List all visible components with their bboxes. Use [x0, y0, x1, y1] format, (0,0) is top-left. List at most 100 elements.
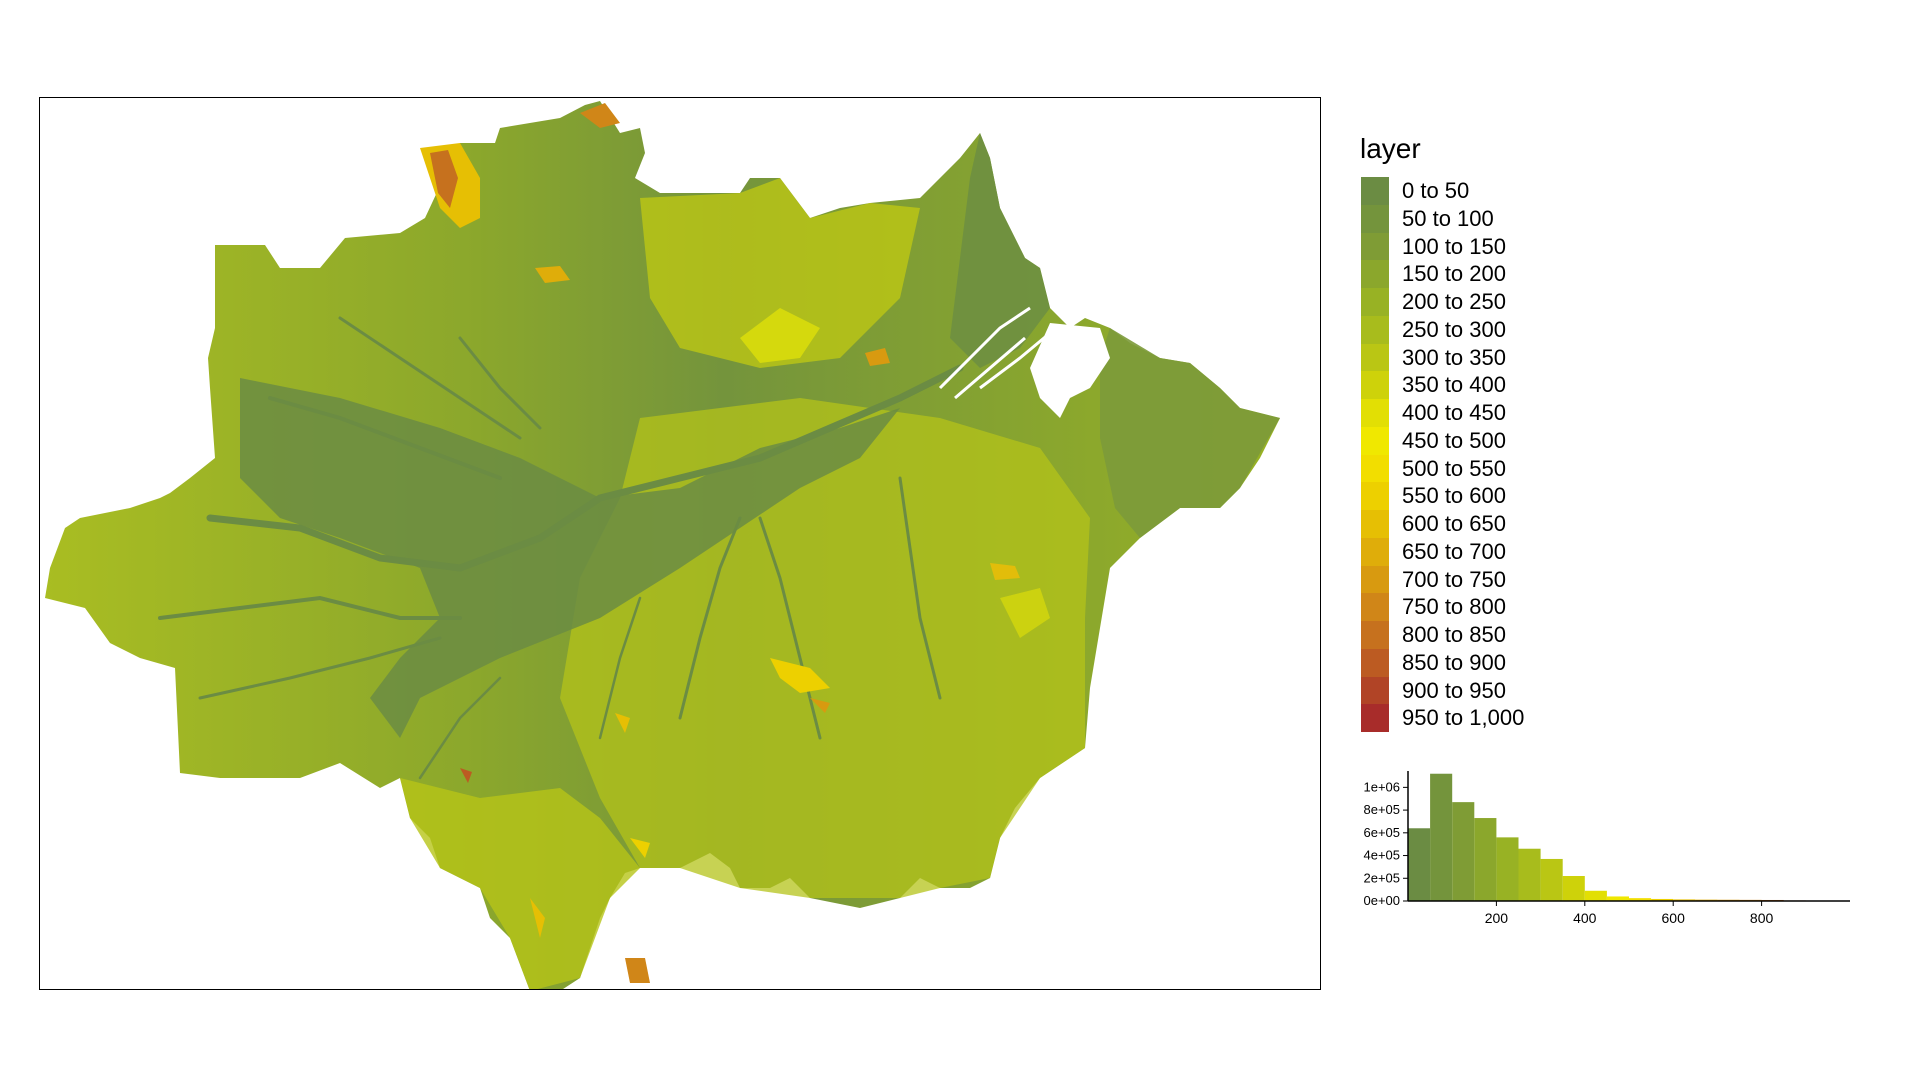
map-legend: layer 0 to 50 50 to 100 100 to 150 150 t… [1358, 133, 1898, 732]
legend-entry: 300 to 350 [1358, 343, 1898, 372]
histogram-bar [1651, 898, 1674, 901]
histogram-x-tick-label: 600 [1662, 910, 1686, 926]
histogram-x-tick-label: 200 [1485, 910, 1509, 926]
legend-entry: 450 to 500 [1358, 426, 1898, 455]
legend-entry: 600 to 650 [1358, 510, 1898, 538]
legend-label: 150 to 200 [1402, 261, 1506, 287]
legend-label: 550 to 600 [1402, 483, 1506, 509]
histogram-y-tick-label: 8e+05 [1363, 802, 1400, 817]
histogram-bar [1673, 899, 1696, 901]
histogram-bar [1518, 848, 1541, 901]
legend-swatch [1361, 510, 1389, 538]
histogram-y-tick-label: 0e+00 [1363, 893, 1400, 908]
map-panel [39, 97, 1321, 990]
east-lowland [1100, 328, 1280, 538]
histogram-bar [1408, 828, 1431, 901]
legend-entry: 400 to 450 [1358, 399, 1898, 427]
legend-swatch [1361, 426, 1389, 455]
legend-entry: 100 to 150 [1358, 232, 1898, 261]
legend-label: 250 to 300 [1402, 316, 1506, 342]
histogram-bar [1606, 896, 1629, 901]
legend-label: 50 to 100 [1402, 205, 1494, 231]
legend-swatch [1361, 343, 1389, 372]
legend-entry: 650 to 700 [1358, 537, 1898, 566]
north-east-lowland [950, 133, 1050, 368]
legend-entry: 200 to 250 [1358, 288, 1898, 316]
legend-swatch [1361, 704, 1389, 732]
histogram-axes: 0e+00 2e+05 4e+05 6e+05 8e+05 1e+06 200 400 600 8… [1363, 771, 1850, 926]
legend-swatch [1361, 399, 1389, 427]
histogram-y-tick-label: 4e+05 [1363, 848, 1400, 863]
legend-label: 100 to 150 [1402, 233, 1506, 259]
histogram-bar [1562, 876, 1585, 901]
legend-swatch [1361, 621, 1389, 649]
histogram-y-tick-label: 2e+05 [1363, 870, 1400, 885]
central-lowland [240, 378, 900, 738]
legend-label: 750 to 800 [1402, 594, 1506, 620]
legend-label: 300 to 350 [1402, 344, 1506, 370]
legend-entry: 900 to 950 [1358, 676, 1898, 705]
legend-label: 900 to 950 [1402, 677, 1506, 703]
legend-swatch [1361, 537, 1389, 566]
legend-label: 650 to 700 [1402, 538, 1506, 564]
histogram-bar [1430, 773, 1453, 901]
legend-label: 400 to 450 [1402, 400, 1506, 425]
legend-label: 800 to 850 [1402, 622, 1506, 647]
histogram-y-tick-label: 6e+05 [1363, 825, 1400, 840]
legend-swatch [1361, 315, 1389, 344]
legend-entry: 150 to 200 [1358, 260, 1898, 288]
legend-label: 950 to 1,000 [1402, 705, 1525, 731]
legend-entry: 800 to 850 [1358, 621, 1898, 649]
legend-swatch [1361, 371, 1389, 399]
legend-label: 600 to 650 [1402, 511, 1506, 536]
legend-label: 450 to 500 [1402, 427, 1506, 453]
legend-entry: 500 to 550 [1358, 454, 1898, 483]
legend-entry: 850 to 900 [1358, 648, 1898, 677]
legend-title: layer [1360, 133, 1421, 164]
delta-gap [1030, 323, 1110, 418]
legend-entries: 0 to 50 50 to 100 100 to 150 150 to 200 … [1358, 177, 1898, 732]
legend-label: 350 to 400 [1402, 372, 1506, 398]
legend-swatch [1361, 288, 1389, 316]
legend-swatch [1361, 454, 1389, 483]
legend-entry: 950 to 1,000 [1358, 704, 1898, 732]
histogram-x-tick-label: 800 [1750, 910, 1774, 926]
highland-south [400, 778, 640, 989]
legend-entry: 550 to 600 [1358, 482, 1898, 510]
river-network [158, 316, 964, 780]
legend-entry: 250 to 300 [1358, 315, 1898, 344]
legend-label: 200 to 250 [1402, 289, 1506, 314]
histogram-bars [1408, 773, 1850, 901]
legend-swatch [1361, 593, 1389, 621]
histogram: 0e+00 2e+05 4e+05 6e+05 8e+05 1e+06 200 400 600 8… [1363, 771, 1850, 926]
legend-label: 850 to 900 [1402, 649, 1506, 675]
legend-entry: 50 to 100 [1358, 204, 1898, 233]
legend-swatch [1361, 648, 1389, 677]
histogram-bar [1452, 802, 1475, 901]
highland-north [640, 178, 920, 368]
legend-label: 0 to 50 [1402, 178, 1470, 203]
histogram-bar [1540, 858, 1563, 901]
legend-entry: 350 to 400 [1358, 371, 1898, 399]
legend-label: 500 to 550 [1402, 455, 1506, 481]
delta-channels [938, 306, 1051, 400]
legend-entry: 700 to 750 [1358, 565, 1898, 594]
histogram-bar [1474, 818, 1497, 901]
histogram-bar [1629, 898, 1652, 901]
legend-label: 700 to 750 [1402, 566, 1506, 592]
legend-entry: 0 to 50 [1358, 177, 1898, 205]
legend-swatch [1361, 565, 1389, 594]
histogram-bar [1584, 890, 1607, 901]
legend-swatch [1361, 482, 1389, 510]
legend-swatch [1361, 204, 1389, 233]
histogram-bar [1496, 837, 1519, 901]
histogram-x-tick-label: 400 [1573, 910, 1597, 926]
histogram-y-tick-label: 1e+06 [1363, 779, 1400, 794]
legend-swatch [1361, 177, 1389, 205]
legend-swatch [1361, 232, 1389, 261]
legend-swatch [1361, 676, 1389, 705]
elevation-map [45, 101, 1280, 989]
high-elevation-spots [420, 103, 1050, 983]
legend-swatch [1361, 260, 1389, 288]
legend-entry: 750 to 800 [1358, 593, 1898, 621]
